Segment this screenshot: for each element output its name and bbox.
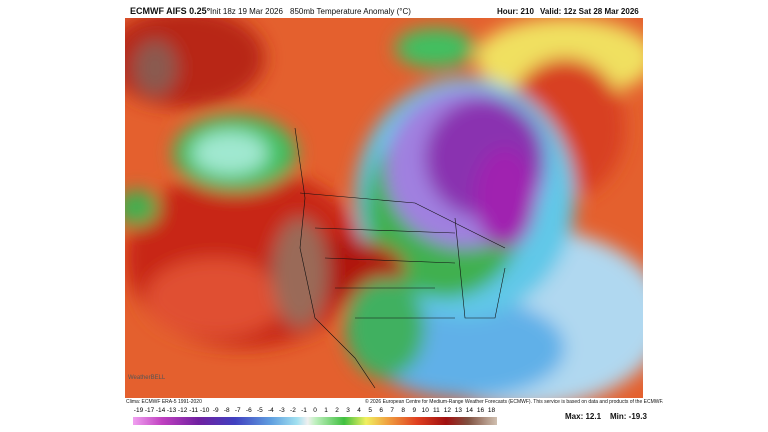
- colorbar: [133, 417, 497, 425]
- logo: WeatherBELL: [128, 375, 166, 381]
- colorbar-labels: -19 -17 -14 -13 -12 -11 -10 -9 -8 -7 -6 -5 -4 -3 -2 -1 0…: [133, 407, 497, 416]
- colorbar-label: 18: [487, 407, 496, 414]
- colorbar-label: -14: [155, 407, 166, 414]
- borders: [294, 127, 506, 389]
- colorbar-label: -4: [267, 407, 274, 414]
- model: ECMWF AIFS 0.25°: [130, 6, 211, 16]
- min: Min: -19.3: [610, 412, 647, 421]
- colorbar-label: 5: [368, 407, 372, 414]
- colorbar-label: -12: [177, 407, 188, 414]
- colorbar-label: 10: [421, 407, 429, 414]
- colorbar-label: 1: [324, 407, 328, 414]
- colorbar-label: -6: [245, 407, 252, 414]
- colorbar-label: 6: [379, 407, 383, 414]
- init: Init 18z 19 Mar 2026: [210, 7, 283, 16]
- colorbar-label: -13: [166, 407, 177, 414]
- colorbar-label: 2: [335, 407, 339, 414]
- colorbar-label: 11: [432, 407, 440, 414]
- valid: Valid: 12z Sat 28 Mar 2026: [540, 7, 639, 16]
- colorbar-label: 4: [357, 407, 361, 414]
- colorbar-label: 9: [412, 407, 417, 414]
- colorbar-label: 3: [346, 407, 350, 414]
- copyright: © 2026 European Centre for Medium-Range …: [365, 399, 664, 405]
- colorbar-label: 12: [443, 407, 451, 414]
- colorbar-label: 13: [454, 407, 463, 414]
- colorbar-label: 14: [465, 407, 474, 414]
- map: [125, 18, 643, 398]
- colorbar-label: -19: [133, 407, 144, 414]
- max: Max: 12.1: [565, 412, 602, 421]
- colorbar-label: -17: [144, 407, 155, 414]
- anomaly-field: [125, 18, 643, 398]
- colorbar-label: -5: [256, 407, 263, 414]
- clima: Clima: ECMWF ERA-5 1991-2020: [126, 399, 202, 405]
- hour: Hour: 210: [497, 7, 534, 16]
- colorbar-label: 8: [401, 407, 406, 414]
- colorbar-label: -1: [301, 407, 307, 414]
- colorbar-label: -10: [199, 407, 210, 414]
- colorbar-label: -2: [290, 407, 296, 414]
- colorbar-label: -3: [279, 407, 285, 414]
- colorbar-label: 0: [313, 407, 317, 414]
- colorbar-label: 7: [390, 407, 395, 414]
- colorbar-label: -7: [234, 407, 241, 414]
- field: 850mb Temperature Anomaly (°C): [290, 7, 411, 16]
- colorbar-label: -9: [212, 407, 219, 414]
- colorbar-label: 16: [476, 407, 485, 414]
- colorbar-label: -8: [223, 407, 230, 414]
- colorbar-label: -11: [189, 407, 199, 414]
